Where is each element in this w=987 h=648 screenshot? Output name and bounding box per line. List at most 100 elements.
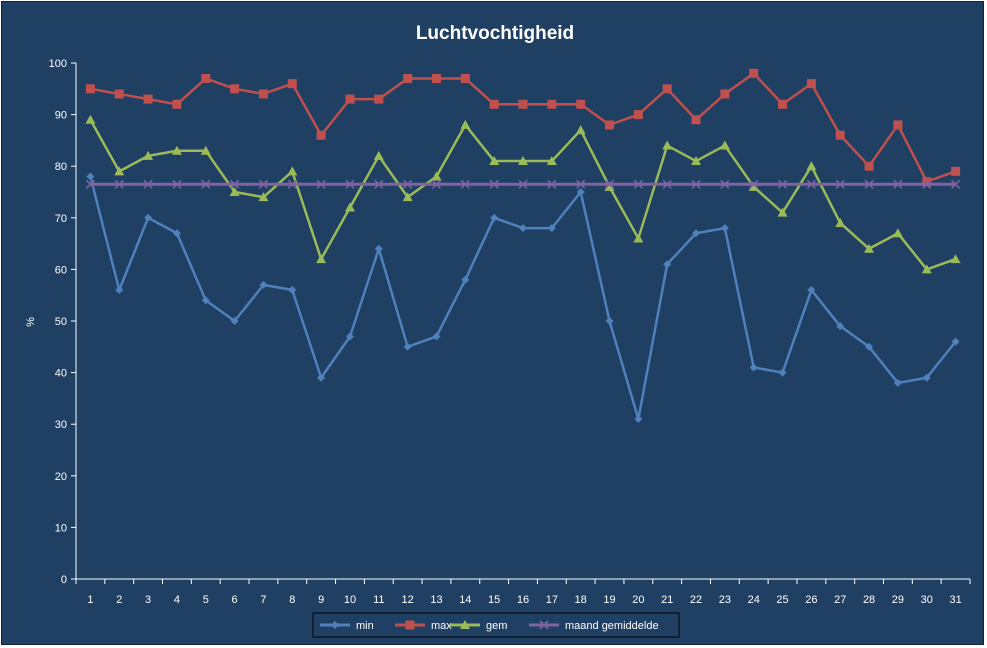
y-axis-label: % <box>25 317 37 327</box>
data-point-gem <box>316 254 327 264</box>
data-point-max <box>374 94 384 104</box>
legend-label: gem <box>486 620 507 632</box>
data-point-maand-gemiddelde <box>951 179 961 189</box>
marker-stroke <box>835 179 845 189</box>
data-point-min <box>230 317 239 325</box>
data-point-max <box>431 73 441 83</box>
series-max <box>85 68 961 187</box>
data-point-max <box>922 177 932 187</box>
data-point-maand-gemiddelde <box>835 179 845 189</box>
data-point-gem <box>835 217 846 227</box>
data-point-maand-gemiddelde <box>893 179 903 189</box>
data-point-max <box>691 115 701 125</box>
data-point-max <box>316 130 326 140</box>
marker-stroke <box>662 179 672 189</box>
x-tick-label: 12 <box>402 594 414 606</box>
y-tick-label: 70 <box>55 213 67 225</box>
marker-stroke <box>864 179 874 189</box>
data-point-maand-gemiddelde <box>720 179 730 189</box>
x-tick-label: 24 <box>748 594 760 606</box>
data-point-gem <box>546 156 557 166</box>
x-tick-label: 21 <box>661 594 673 606</box>
x-tick-label: 1 <box>87 594 93 606</box>
x-tick-label: 4 <box>174 594 180 606</box>
data-point-min <box>288 286 297 295</box>
data-point-gem <box>114 166 125 176</box>
chart-title: Luchtvochtigheid <box>416 23 574 44</box>
legend-item-gem: gem <box>450 620 507 632</box>
data-point-min <box>403 342 412 351</box>
marker-stroke <box>201 179 211 189</box>
data-point-maand-gemiddelde <box>431 179 442 189</box>
marker-stroke <box>777 179 788 189</box>
x-tick-label: 2 <box>116 594 122 606</box>
series-gem <box>85 114 961 274</box>
marker-stroke <box>922 179 932 189</box>
data-point-gem <box>171 145 182 155</box>
x-tick-label: 25 <box>776 594 788 606</box>
data-point-max <box>230 84 240 94</box>
data-point-min <box>605 317 614 325</box>
marker-stroke <box>345 179 355 189</box>
data-point-maand-gemiddelde <box>922 179 932 189</box>
data-point-gem <box>229 187 240 196</box>
data-point-maand-gemiddelde <box>604 179 615 189</box>
marker-stroke <box>374 179 384 189</box>
data-point-maand-gemiddelde <box>403 179 413 189</box>
data-point-max <box>547 99 557 109</box>
data-point-gem <box>575 125 586 135</box>
x-tick-label: 31 <box>949 594 961 606</box>
x-tick-label: 16 <box>517 594 529 606</box>
data-point-max <box>85 84 95 94</box>
data-point-gem <box>604 181 615 191</box>
y-tick-label: 0 <box>61 574 67 586</box>
x-tick-label: 22 <box>690 594 702 606</box>
legend-swatch-marker <box>331 621 339 629</box>
data-point-max <box>835 130 845 140</box>
y-tick-label: 30 <box>55 419 67 431</box>
data-point-min <box>345 332 354 341</box>
data-point-gem <box>806 161 817 171</box>
x-tick-label: 11 <box>373 594 384 606</box>
legend: min max gem maand gemiddelde <box>312 612 680 638</box>
data-point-min <box>951 337 960 346</box>
data-point-min <box>172 229 181 238</box>
data-point-min <box>317 373 326 382</box>
legend-swatch-marker <box>539 620 549 630</box>
data-point-min <box>519 224 527 233</box>
marker-stroke <box>604 179 615 189</box>
data-point-max <box>778 99 788 109</box>
data-point-max <box>633 110 643 120</box>
data-point-max <box>403 73 413 83</box>
data-point-gem <box>662 140 673 150</box>
x-tick-label: 20 <box>632 594 644 606</box>
marker-stroke <box>143 179 153 189</box>
data-point-gem <box>431 171 442 181</box>
data-point-min <box>547 224 556 233</box>
data-point-max <box>806 79 816 89</box>
series-line-gem <box>89 119 957 271</box>
legend-swatch-marker <box>460 620 470 629</box>
data-point-gem <box>143 150 154 160</box>
marker-stroke <box>806 179 816 189</box>
data-point-maand-gemiddelde <box>230 179 240 189</box>
data-point-max <box>749 68 759 78</box>
x-tick-label: 15 <box>488 594 500 606</box>
marker-stroke <box>691 179 701 189</box>
legend-label: max <box>431 620 452 632</box>
marker-stroke <box>749 179 759 189</box>
data-point-gem <box>258 192 269 202</box>
x-tick-label: 29 <box>892 594 904 606</box>
data-point-min <box>807 286 816 295</box>
data-point-maand-gemiddelde <box>518 179 528 189</box>
marker-stroke <box>547 179 557 189</box>
data-point-maand-gemiddelde <box>201 179 211 189</box>
marker-stroke <box>287 179 297 189</box>
data-point-gem <box>921 264 932 274</box>
legend-item-maand-gemiddelde: maand gemiddelde <box>529 620 659 632</box>
data-point-max <box>345 94 355 104</box>
data-point-min <box>634 415 643 424</box>
data-point-gem <box>719 140 730 150</box>
x-tick-label: 19 <box>603 594 615 606</box>
data-point-maand-gemiddelde <box>374 179 384 189</box>
